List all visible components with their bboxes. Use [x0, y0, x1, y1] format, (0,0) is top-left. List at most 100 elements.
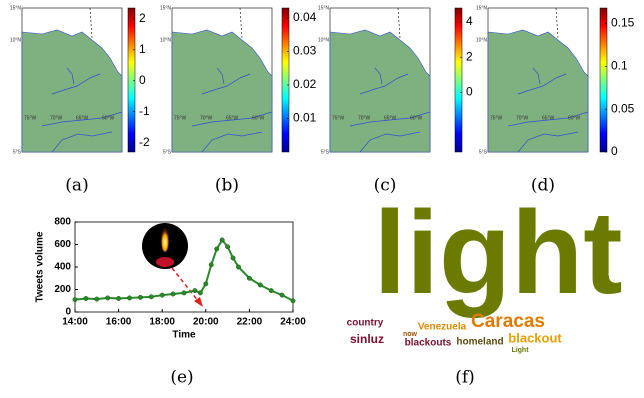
colorbar — [599, 7, 608, 153]
lat-label: 5°S — [479, 149, 488, 155]
map-panel: 15°N 10°N 5°S 75°W 70°W 65°W 60°W 0.15 0.1 0.05 0 (… — [476, 5, 635, 195]
x-axis-label: Time — [172, 330, 196, 341]
river — [359, 131, 421, 153]
river — [507, 111, 589, 127]
map-panel: 15°N 10°N 5°S 75°W 70°W 65°W 60°W 4 2 0 (c) — [318, 5, 473, 195]
lon-label: 70°W — [516, 115, 529, 121]
y-tick-label: 200 — [54, 284, 71, 295]
x-tick-label: 16:00 — [106, 317, 132, 328]
point — [236, 264, 241, 270]
lon-label: 75°W — [332, 115, 345, 121]
colorbar-tick-label: 0 — [466, 84, 473, 98]
colorbar-tick-label: 0 — [611, 144, 618, 158]
point — [137, 294, 143, 300]
subfigure-label: (b) — [215, 176, 239, 196]
lon-label: 75°W — [174, 115, 187, 121]
point — [219, 237, 225, 243]
river — [201, 131, 263, 153]
word: Venezuela — [418, 322, 467, 333]
colorbar-tick-label: 4 — [466, 14, 473, 28]
point — [181, 290, 187, 296]
point — [159, 292, 165, 298]
river — [359, 73, 409, 95]
x-tick-label: 24:00 — [280, 317, 306, 328]
colorbar-tick-label: 0.05 — [611, 101, 635, 115]
lon-label: 75°W — [24, 115, 37, 121]
word: blackouts — [405, 338, 452, 349]
lat-label: 10°N — [10, 37, 22, 43]
border — [239, 7, 243, 39]
point — [72, 297, 78, 303]
lat-label: 5°S — [13, 149, 22, 155]
lat-label: 15°N — [318, 5, 330, 11]
point — [214, 246, 220, 252]
word: now — [403, 331, 418, 338]
point — [197, 290, 203, 296]
colorbar — [281, 7, 290, 153]
point — [246, 275, 252, 281]
colorbar-tick-label: 0.02 — [293, 77, 317, 91]
word: country — [347, 318, 384, 329]
lat-label: 10°N — [318, 37, 330, 43]
lon-label: 65°W — [384, 115, 397, 121]
x-tick-label: 20:00 — [193, 317, 219, 328]
map-panel: 15°N 10°N 5°S 75°W 70°W 65°W 60°W 0.04 0.03 0.02 0… — [160, 5, 317, 195]
word: sinluz — [350, 332, 384, 346]
river — [517, 73, 567, 95]
lon-label: 70°W — [358, 115, 371, 121]
x-tick-label: 14:00 — [62, 317, 88, 328]
point — [208, 262, 214, 268]
y-axis-label: Tweets volume — [35, 231, 46, 302]
lat-label: 10°N — [160, 37, 172, 43]
river — [41, 111, 123, 127]
word: Light — [511, 347, 529, 354]
colorbar-tick-label: 2 — [466, 49, 473, 63]
colorbar-tick-label: -1 — [139, 104, 150, 118]
lon-label: 70°W — [200, 115, 213, 121]
lon-label: 60°W — [568, 115, 581, 121]
word: light — [373, 187, 622, 319]
point — [148, 294, 154, 300]
candle-icon — [142, 223, 203, 307]
river — [51, 73, 101, 95]
lon-label: 60°W — [252, 115, 265, 121]
lat-label: 5°S — [321, 149, 330, 155]
point — [225, 244, 231, 250]
border — [89, 7, 93, 39]
colorbar — [127, 7, 136, 153]
map-panel: 15°N 10°N 5°S 75°W 70°W 65°W 60°W 2 1 0 -1 -2 (a) — [10, 5, 150, 195]
lat-label: 15°N — [10, 5, 22, 11]
x-tick-label: 22:00 — [237, 317, 263, 328]
river — [374, 67, 383, 85]
point — [290, 298, 296, 304]
lon-label: 65°W — [76, 115, 89, 121]
colorbar-tick-label: 1 — [139, 42, 146, 56]
point — [268, 288, 274, 294]
point — [127, 295, 132, 301]
lat-label: 15°N — [476, 5, 488, 11]
word: homeland — [456, 337, 503, 348]
lon-label: 65°W — [542, 115, 555, 121]
point — [203, 281, 209, 287]
lon-label: 60°W — [102, 115, 115, 121]
y-tick-label: 600 — [54, 239, 71, 250]
colorbar-tick-label: 0.1 — [611, 58, 628, 72]
word: blackout — [508, 330, 562, 345]
border — [397, 7, 401, 39]
river — [201, 73, 251, 95]
colorbar-tick-label: 0.04 — [293, 10, 317, 24]
border — [555, 7, 559, 39]
subfigure-label: (d) — [531, 176, 555, 196]
point — [257, 282, 263, 288]
subfigure-label: (c) — [374, 176, 397, 196]
subfigure-label: (e) — [170, 368, 193, 388]
point — [105, 295, 111, 301]
lat-label: 15°N — [160, 5, 172, 11]
colorbar-tick-label: 0.01 — [293, 111, 317, 125]
colorbar-tick-label: 0.15 — [611, 16, 635, 30]
land — [329, 29, 431, 153]
x-tick-label: 18:00 — [149, 317, 175, 328]
land — [171, 29, 273, 153]
lon-label: 70°W — [50, 115, 63, 121]
